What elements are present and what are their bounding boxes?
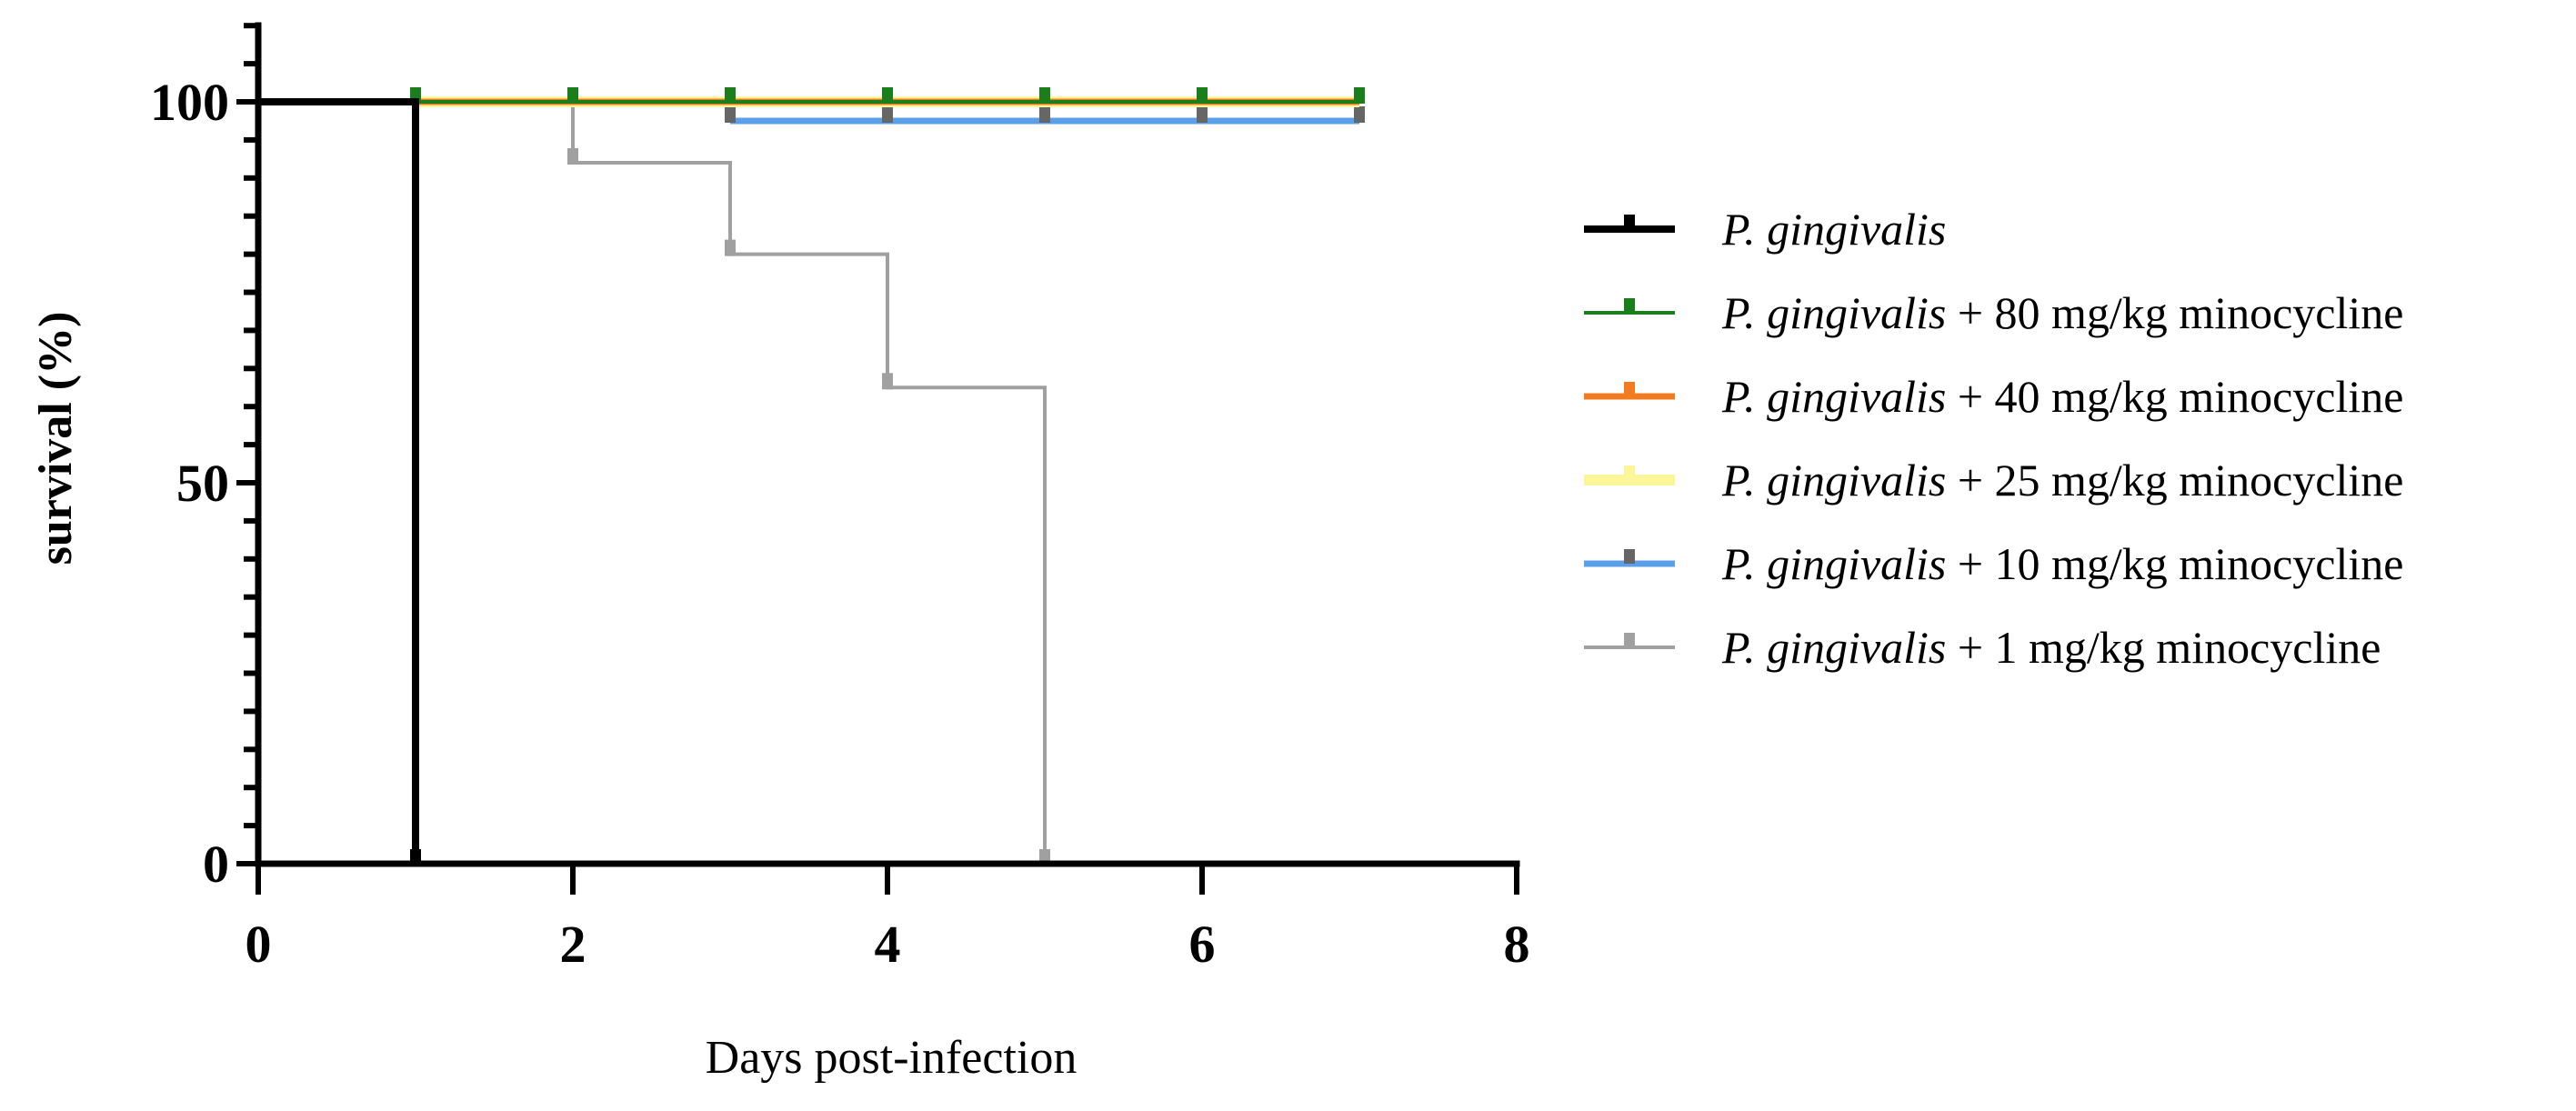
censor-mark-4-2 bbox=[1039, 106, 1050, 123]
legend-item-3: P. gingivalis + 25 mg/kg minocycline bbox=[1584, 455, 2403, 505]
legend-label-italic: P. gingivalis bbox=[1721, 287, 1946, 338]
legend-item-5: P. gingivalis + 1 mg/kg minocycline bbox=[1584, 622, 2381, 673]
series-line-0 bbox=[258, 98, 419, 864]
legend-label-rest: + 1 mg/kg minocycline bbox=[1946, 622, 2381, 673]
legend-marker-2 bbox=[1624, 382, 1635, 396]
axes-layer: 0 50 100 0 2 4 6 8 bbox=[150, 22, 1530, 974]
legend-label-4: P. gingivalis + 10 mg/kg minocycline bbox=[1721, 538, 2403, 589]
legend-item-1: P. gingivalis + 80 mg/kg minocycline bbox=[1584, 287, 2403, 338]
x-tick-label: 2 bbox=[560, 915, 586, 974]
censor-mark-4-1 bbox=[882, 106, 893, 123]
legend-label-italic: P. gingivalis bbox=[1721, 371, 1946, 422]
legend-marker-4 bbox=[1624, 549, 1635, 564]
legend-marker-5 bbox=[1624, 633, 1635, 647]
series-layer bbox=[258, 87, 1365, 866]
series-4 bbox=[725, 106, 1365, 125]
y-tick-label: 100 bbox=[150, 73, 229, 132]
censor-mark-4-3 bbox=[1197, 106, 1208, 123]
censor-mark-1-2 bbox=[725, 87, 736, 104]
y-axis-title: survival (%) bbox=[30, 312, 82, 566]
legend-marker-1 bbox=[1624, 298, 1635, 313]
censor-mark-4-4 bbox=[1354, 106, 1365, 123]
x-tick-label: 8 bbox=[1504, 915, 1530, 974]
censor-mark-1-1 bbox=[567, 87, 578, 104]
legend-label-rest: + 80 mg/kg minocycline bbox=[1946, 287, 2403, 338]
legend-item-4: P. gingivalis + 10 mg/kg minocycline bbox=[1584, 538, 2403, 589]
legend-label-2: P. gingivalis + 40 mg/kg minocycline bbox=[1721, 371, 2403, 422]
series-line-5 bbox=[416, 100, 1047, 864]
x-tick-label: 4 bbox=[875, 915, 901, 974]
legend-marker-3 bbox=[1624, 465, 1635, 480]
legend-label-0: P. gingivalis bbox=[1721, 204, 1946, 255]
y-tick-label: 50 bbox=[176, 454, 229, 513]
legend-label-italic: P. gingivalis bbox=[1721, 622, 1946, 673]
legend-label-5: P. gingivalis + 1 mg/kg minocycline bbox=[1721, 622, 2381, 673]
legend-label-3: P. gingivalis + 25 mg/kg minocycline bbox=[1721, 455, 2403, 505]
censor-mark-4-0 bbox=[725, 106, 736, 123]
x-tick-label: 6 bbox=[1189, 915, 1216, 974]
x-axis-title: Days post-infection bbox=[706, 1032, 1078, 1084]
censor-mark-5-0 bbox=[567, 148, 578, 165]
censor-mark-1-4 bbox=[1039, 87, 1050, 104]
legend-marker-0 bbox=[1624, 215, 1635, 229]
legend-label-italic: P. gingivalis bbox=[1721, 455, 1946, 505]
legend-label-italic: P. gingivalis bbox=[1721, 538, 1946, 589]
series-0 bbox=[258, 98, 421, 866]
censor-mark-5-2 bbox=[882, 373, 893, 390]
legend-item-2: P. gingivalis + 40 mg/kg minocycline bbox=[1584, 371, 2403, 422]
censor-mark-1-6 bbox=[1354, 87, 1365, 104]
censor-mark-5-1 bbox=[725, 239, 736, 256]
censor-mark-1-3 bbox=[882, 87, 893, 104]
x-tick-label: 0 bbox=[246, 915, 272, 974]
y-tick-label: 0 bbox=[203, 835, 229, 894]
legend-label-1: P. gingivalis + 80 mg/kg minocycline bbox=[1721, 287, 2403, 338]
censor-mark-1-5 bbox=[1197, 87, 1208, 104]
legend-label-rest: + 10 mg/kg minocycline bbox=[1946, 538, 2403, 589]
legend-label-rest: + 25 mg/kg minocycline bbox=[1946, 455, 2403, 505]
legend-item-0: P. gingivalis bbox=[1584, 204, 1946, 255]
legend-label-italic: P. gingivalis bbox=[1721, 204, 1946, 255]
legend-label-rest: + 40 mg/kg minocycline bbox=[1946, 371, 2403, 422]
series-5 bbox=[416, 100, 1050, 866]
series-1 bbox=[410, 87, 1365, 104]
